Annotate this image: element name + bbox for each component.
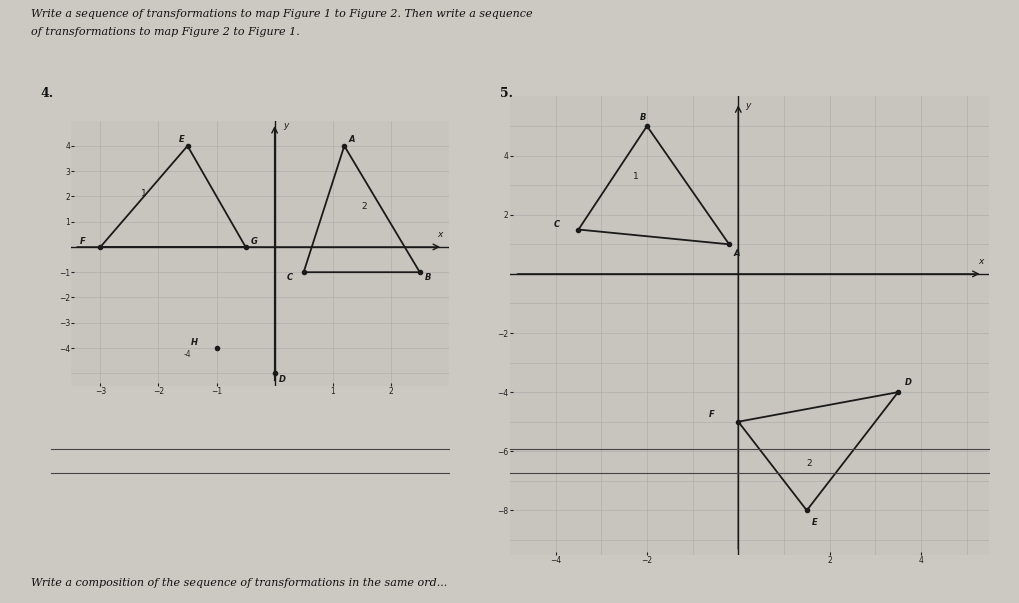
Text: D: D <box>279 375 286 384</box>
Text: x: x <box>437 230 442 239</box>
Text: -4: -4 <box>183 350 192 359</box>
Text: y: y <box>745 101 750 110</box>
Text: F: F <box>81 238 86 247</box>
Text: F: F <box>708 410 713 419</box>
Text: C: C <box>286 273 292 282</box>
Text: 2: 2 <box>806 459 811 468</box>
Text: Write a sequence of transformations to map Figure 1 to Figure 2. Then write a se: Write a sequence of transformations to m… <box>31 9 532 19</box>
Text: x: x <box>977 256 982 265</box>
Text: A: A <box>348 135 355 144</box>
Text: 2: 2 <box>362 202 367 211</box>
Text: Write a composition of the sequence of transformations in the same ord...: Write a composition of the sequence of t… <box>31 578 446 588</box>
Text: of transformations to map Figure 2 to Figure 1.: of transformations to map Figure 2 to Fi… <box>31 27 299 37</box>
Text: E: E <box>810 518 816 527</box>
Text: E: E <box>178 135 184 144</box>
Text: B: B <box>640 113 646 122</box>
Text: 4.: 4. <box>41 87 54 101</box>
Text: D: D <box>904 377 911 387</box>
Text: B: B <box>424 273 430 282</box>
Text: G: G <box>250 238 257 247</box>
Text: y: y <box>283 121 288 130</box>
Text: H: H <box>191 338 198 347</box>
Text: 5.: 5. <box>499 87 513 101</box>
Text: C: C <box>553 219 559 229</box>
Text: 1: 1 <box>633 172 638 182</box>
Text: A: A <box>733 249 740 258</box>
Text: 1: 1 <box>141 189 147 198</box>
